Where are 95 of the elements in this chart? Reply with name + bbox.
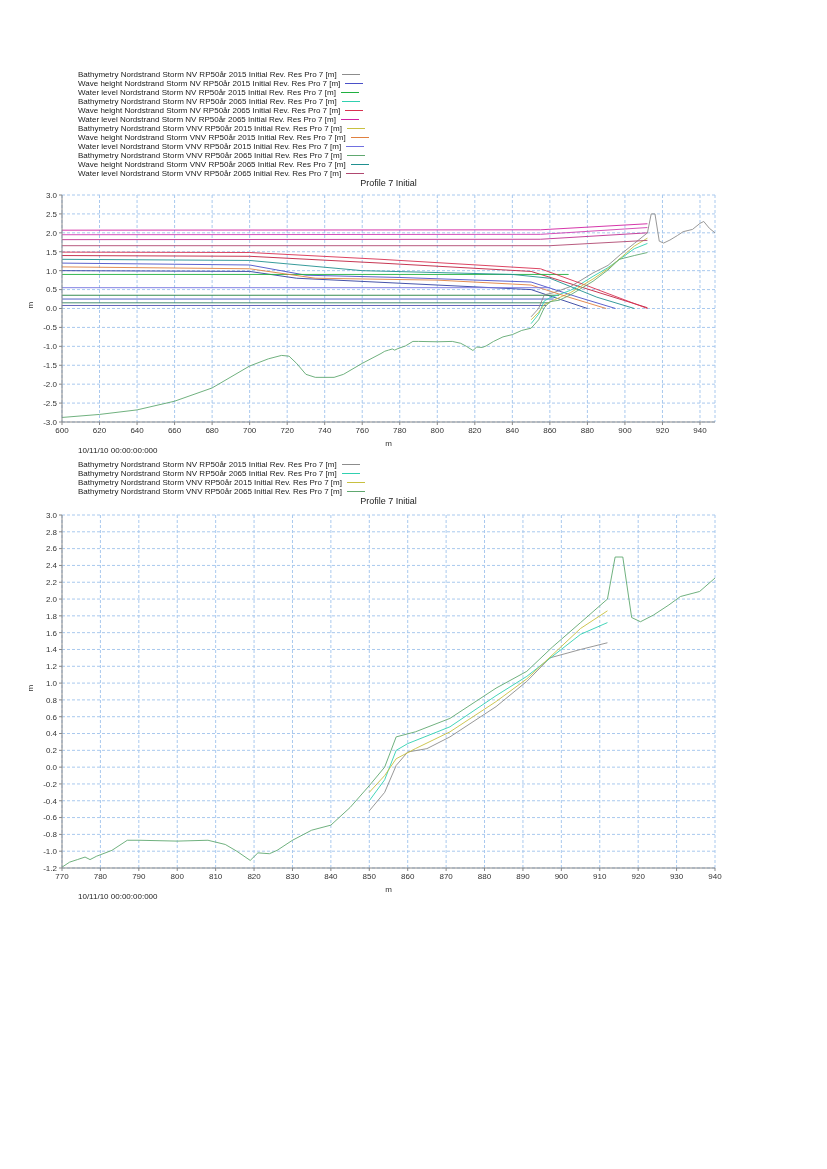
y-tick-label: 1.4 [45,645,58,655]
y-tick-label: -1.5 [43,361,58,371]
x-tick-label: 760 [355,425,370,435]
x-tick-label: 790 [132,871,147,881]
legend-label: Wave height Nordstrand Storm VNV RP50år 2015 Initial Rev. Res Pro 7 [m] [78,133,346,142]
y-axis-title: m [25,684,35,692]
y-tick-label: 1.6 [45,628,58,638]
y-tick-label: 3.0 [45,510,58,520]
y-tick-label: 0.2 [45,746,58,756]
legend-label: Bathymetry Nordstrand Storm VNV RP50år 2065 Initial Rev. Res Pro 7 [m] [78,151,342,160]
chart-title: Profile 7 Initial [359,178,418,188]
x-tick-label: 810 [208,871,223,881]
x-axis-title: m [385,885,393,894]
y-tick-label: -3.0 [43,417,58,427]
y-tick-label: 1.2 [45,662,58,672]
x-tick-label: 840 [324,871,339,881]
x-tick-label: 900 [618,425,633,435]
y-tick-label: -1.0 [43,342,58,352]
legend-label: Bathymetry Nordstrand Storm NV RP50år 2065 Initial Rev. Res Pro 7 [m] [78,97,337,106]
x-tick-label: 860 [543,425,558,435]
y-tick-label: 2.5 [45,209,58,219]
y-tick-label: -0.6 [43,813,58,823]
y-tick-label: 0.0 [45,762,58,772]
y-tick-label: 2.4 [45,561,58,571]
x-tick-label: 740 [318,425,332,435]
legend-label: Bathymetry Nordstrand Storm VNV RP50år 2065 Initial Rev. Res Pro 7 [m] [78,487,342,496]
x-tick-label: 860 [401,871,415,881]
x-tick-label: 820 [247,871,262,881]
y-axis-title: m [25,301,35,309]
y-tick-label: -0.4 [43,796,58,806]
legend-label: Water level Nordstrand Storm NV RP50år 2015 Initial Rev. Res Pro 7 [m] [78,88,336,97]
x-tick-label: 940 [708,871,723,881]
y-tick-label: -1.2 [43,863,58,873]
x-axis-title: m [385,439,393,448]
legend-label: Bathymetry Nordstrand Storm NV RP50år 2015 Initial Rev. Res Pro 7 [m] [78,70,337,79]
y-tick-label: -0.5 [43,323,58,333]
y-tick-label: 1.8 [45,611,58,621]
chart-title: Profile 7 Initial [359,496,418,506]
x-tick-label: 880 [580,425,595,435]
y-tick-label: 1.0 [45,678,58,688]
y-tick-label: 2.0 [45,228,58,238]
x-tick-label: 600 [55,425,70,435]
y-tick-label: -0.8 [43,830,58,840]
legend-label: Water level Nordstrand Storm NV RP50år 2065 Initial Rev. Res Pro 7 [m] [78,115,336,124]
x-tick-label: 780 [393,425,407,435]
y-tick-label: 0.6 [45,712,58,722]
x-tick-label: 920 [655,425,670,435]
text: 10/11/10 00:00:00:000 [78,892,158,901]
y-tick-label: 2.8 [45,527,58,537]
y-tick-label: -2.0 [43,380,58,390]
y-tick-label: 2.0 [45,594,58,604]
y-tick-label: 3.0 [45,190,58,200]
y-tick-label: -2.5 [43,398,58,408]
x-tick-label: 940 [693,425,708,435]
legend-label: Wave height Nordstrand Storm NV RP50år 2065 Initial Rev. Res Pro 7 [m] [78,106,341,115]
legend-label: Wave height Nordstrand Storm VNV RP50år 2065 Initial Rev. Res Pro 7 [m] [78,160,346,169]
legend-label: Wave height Nordstrand Storm NV RP50år 2015 Initial Rev. Res Pro 7 [m] [78,79,341,88]
text: 10/11/10 00:00:00:000 [78,446,158,455]
x-tick-label: 830 [285,871,300,881]
x-tick-label: 920 [631,871,646,881]
y-tick-label: 2.2 [45,578,58,588]
y-tick-label: 0.4 [45,729,58,739]
x-tick-label: 780 [93,871,108,881]
legend-label: Bathymetry Nordstrand Storm NV RP50år 2015 Initial Rev. Res Pro 7 [m] [78,460,337,469]
x-tick-label: 890 [516,871,531,881]
x-tick-label: 720 [280,425,295,435]
y-tick-label: -0.2 [43,779,58,789]
x-tick-label: 820 [468,425,483,435]
y-tick-label: 1.0 [45,266,58,276]
legend-label: Bathymetry Nordstrand Storm VNV RP50år 2015 Initial Rev. Res Pro 7 [m] [78,124,342,133]
x-tick-label: 660 [167,425,182,435]
x-tick-label: 620 [92,425,107,435]
y-tick-label: 0.0 [45,304,58,314]
legend-label: Water level Nordstrand Storm VNV RP50år 2015 Initial Rev. Res Pro 7 [m] [78,142,342,151]
x-tick-label: 900 [554,871,569,881]
x-tick-label: 930 [669,871,684,881]
x-tick-label: 840 [505,425,520,435]
legend-label: Water level Nordstrand Storm VNV RP50år 2065 Initial Rev. Res Pro 7 [m] [78,169,342,178]
x-tick-label: 770 [55,871,70,881]
x-tick-label: 870 [439,871,454,881]
x-tick-label: 800 [170,871,185,881]
y-tick-label: 1.5 [45,247,58,257]
legend-label: Bathymetry Nordstrand Storm NV RP50år 2065 Initial Rev. Res Pro 7 [m] [78,469,337,478]
x-tick-label: 640 [130,425,145,435]
x-tick-label: 850 [362,871,377,881]
x-tick-label: 800 [430,425,445,435]
x-tick-label: 910 [593,871,607,881]
y-tick-label: -1.0 [43,847,58,857]
x-tick-label: 700 [242,425,257,435]
legend-label: Bathymetry Nordstrand Storm VNV RP50år 2015 Initial Rev. Res Pro 7 [m] [78,478,342,487]
x-tick-label: 680 [205,425,220,435]
y-tick-label: 0.5 [45,285,58,295]
x-tick-label: 880 [477,871,492,881]
y-tick-label: 2.6 [45,544,58,554]
y-tick-label: 0.8 [45,695,58,705]
